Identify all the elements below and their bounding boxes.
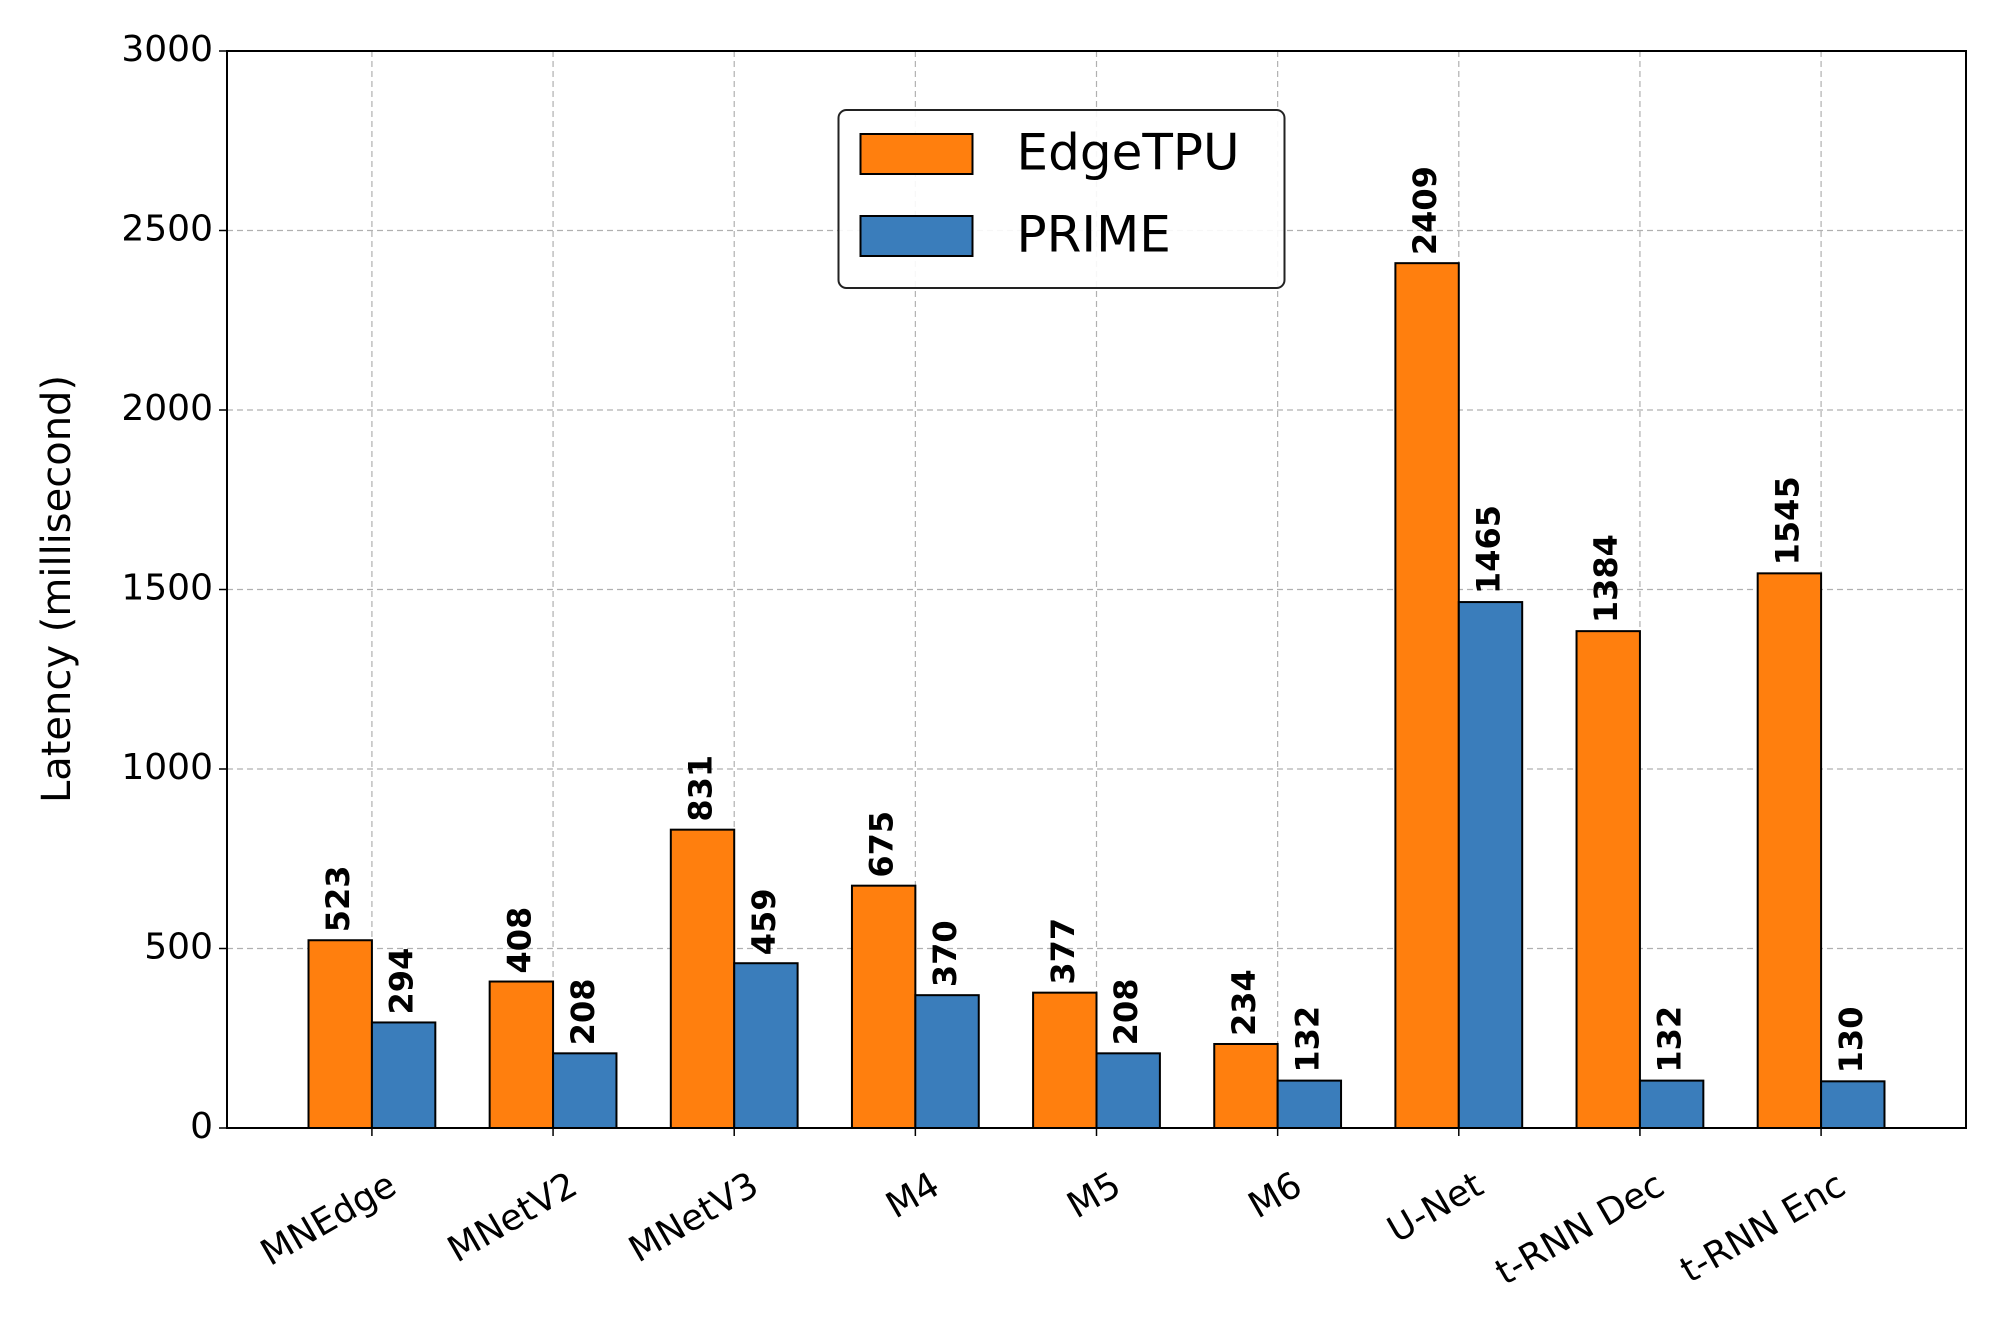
bar [1213,1042,1279,1130]
y-axis-label: Latency (millisecond) [34,375,80,803]
x-tick-label: M5 [1061,1164,1128,1226]
legend-swatch [859,215,974,257]
y-tick-label: 2000 [121,388,213,429]
x-tick-label: M6 [1242,1164,1309,1226]
value-label: 1545 [1768,476,1806,565]
value-label: 208 [1107,979,1145,1046]
bar [552,1052,618,1129]
y-tick-label: 500 [144,927,213,968]
value-label: 132 [1288,1006,1326,1073]
value-label: 130 [1832,1007,1870,1074]
bar [1575,630,1641,1129]
x-tick-label: MNetV3 [622,1164,765,1270]
bar [1457,601,1524,1129]
bar [307,939,373,1129]
y-tick-label: 0 [190,1106,213,1147]
y-tick-label: 1000 [121,747,213,788]
bar [850,884,917,1129]
value-label: 408 [500,907,538,974]
bar [733,962,799,1129]
bar [1638,1079,1705,1130]
bar [1095,1052,1161,1129]
value-label: 1465 [1469,505,1507,594]
value-label: 459 [745,888,783,955]
value-label: 370 [926,920,964,987]
x-tick-label: MNetV2 [441,1164,584,1270]
x-tick-label: t-RNN Dec [1489,1164,1672,1293]
value-label: 1384 [1587,534,1625,623]
bar [1394,262,1460,1129]
value-label: 523 [319,865,357,932]
y-tick-label: 3000 [121,29,213,70]
bar [370,1021,437,1129]
bar [1032,991,1098,1129]
value-label: 132 [1651,1006,1689,1073]
value-label: 377 [1044,918,1082,985]
value-label: 831 [682,755,720,822]
axes-frame [226,50,1967,1129]
value-label: 675 [863,811,901,878]
value-label: 294 [383,948,421,1015]
legend-swatch [859,133,974,175]
bar [488,980,555,1130]
x-tick-label: t-RNN Enc [1674,1164,1853,1291]
value-label: 234 [1225,969,1263,1036]
y-tick-label: 1500 [121,568,213,609]
x-tick-label: M4 [879,1164,946,1226]
x-tick-label: U-Net [1381,1164,1490,1251]
value-label: 208 [564,979,602,1046]
legend-label: EdgeTPU [1017,124,1240,182]
bar [1756,572,1823,1129]
bar [914,994,980,1129]
value-label: 2409 [1406,166,1444,255]
bar [1820,1080,1886,1129]
bar [1276,1079,1343,1130]
x-tick-label: MNEdge [254,1164,403,1274]
legend-label: PRIME [1017,206,1171,264]
bar [669,828,736,1130]
y-tick-label: 2500 [121,209,213,250]
